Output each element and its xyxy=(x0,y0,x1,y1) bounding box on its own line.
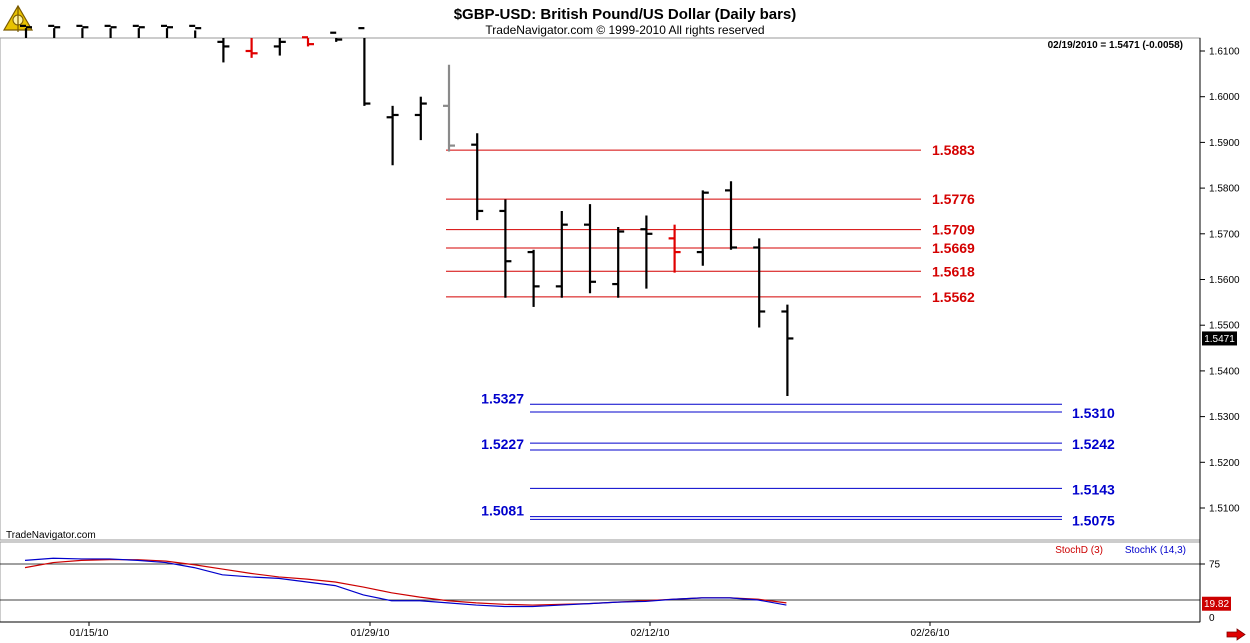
ohlc-bar xyxy=(104,24,117,38)
ohlc-bar xyxy=(386,105,399,166)
support-label: 1.5227 xyxy=(481,436,524,452)
ohlc-bar xyxy=(132,24,145,38)
ohlc-bar xyxy=(245,38,258,58)
chart-title: $GBP-USD: British Pound/US Dollar (Daily… xyxy=(454,6,797,23)
ohlc-bar xyxy=(48,24,61,38)
resistance-label: 1.5669 xyxy=(932,240,975,256)
price-tick-label: 1.5200 xyxy=(1209,458,1240,469)
ohlc-bar xyxy=(668,224,681,273)
ohlc-bar xyxy=(273,38,286,56)
stoch-panel xyxy=(0,541,1201,623)
ohlc-bar xyxy=(217,38,230,63)
date-tick-label: 02/12/10 xyxy=(631,628,670,639)
support-label: 1.5242 xyxy=(1072,436,1115,452)
price-tick-label: 1.5300 xyxy=(1209,412,1240,423)
ohlc-bar xyxy=(330,31,343,42)
support-label: 1.5310 xyxy=(1072,405,1115,421)
stoch-value-label: 19.82 xyxy=(1204,599,1229,610)
stoch-legend-entry: StochK (14,3) xyxy=(1125,545,1186,556)
price-panel xyxy=(0,37,1201,541)
ohlc-bar xyxy=(302,36,314,47)
last-price-value: 1.5471 xyxy=(1204,334,1235,345)
ohlc-bar xyxy=(76,24,89,38)
scroll-right-button[interactable] xyxy=(1225,628,1247,641)
sextant-logo-icon xyxy=(2,4,34,32)
support-label: 1.5143 xyxy=(1072,481,1115,497)
quote-readout: 02/19/2010 = 1.5471 (-0.0058) xyxy=(1048,40,1183,51)
resistance-label: 1.5562 xyxy=(932,289,975,305)
ohlc-bar xyxy=(753,238,766,328)
ohlc-bar xyxy=(414,96,427,141)
stochastic-panel: 75 0 StochD (3) StochK (14,3) 19.82 xyxy=(0,545,1231,624)
resistance-label: 1.5709 xyxy=(932,222,975,238)
price-tick-label: 1.6000 xyxy=(1209,92,1240,103)
copyright-line: TradeNavigator.com © 1999-2010 All right… xyxy=(485,23,764,37)
stoch-legend-entry: StochD (3) xyxy=(1055,545,1103,556)
ohlc-bar xyxy=(499,199,512,298)
resistance-label: 1.5883 xyxy=(932,142,975,158)
ohlc-bar xyxy=(555,210,568,298)
ohlc-bar xyxy=(640,215,653,289)
last-price-box xyxy=(1202,331,1237,346)
ohlc-bar xyxy=(471,133,484,221)
ohlc-bar xyxy=(443,64,455,152)
ohlc-bar xyxy=(358,27,371,106)
ohlc-bar xyxy=(725,181,737,250)
date-tick-label: 01/15/10 xyxy=(70,628,109,639)
date-tick-label: 01/29/10 xyxy=(351,628,390,639)
resistance-label: 1.5618 xyxy=(932,263,975,279)
price-tick-label: 1.5700 xyxy=(1209,229,1240,240)
ohlc-bar xyxy=(20,24,32,38)
stoch-series-line xyxy=(24,557,787,608)
ohlc-bar xyxy=(527,249,540,307)
price-tick-label: 1.5900 xyxy=(1209,138,1240,149)
resistance-label: 1.5776 xyxy=(932,191,975,207)
stoch-value-box xyxy=(1202,596,1231,611)
price-tick-label: 1.5100 xyxy=(1209,504,1240,515)
ohlc-bar xyxy=(189,24,202,38)
price-tick-label: 1.6100 xyxy=(1209,47,1240,58)
support-label: 1.5075 xyxy=(1072,512,1115,528)
date-axis: 01/15/10 01/29/10 02/12/10 02/26/10 xyxy=(70,622,950,639)
ohlc-bar xyxy=(781,304,794,397)
ohlc-bar xyxy=(584,204,596,294)
price-tick-label: 1.5800 xyxy=(1209,184,1240,195)
ohlc-bar xyxy=(612,226,625,298)
price-tick-label: 1.5400 xyxy=(1209,366,1240,377)
ohlc-bar xyxy=(161,24,173,38)
arrow-right-icon[interactable] xyxy=(1226,628,1246,641)
price-axis: 1.6100 1.6000 1.5900 1.5800 1.5700 1.5600 1.55… xyxy=(1200,47,1240,515)
stoch-tick-label: 75 xyxy=(1209,560,1221,571)
ohlc-bar xyxy=(696,190,709,266)
price-tick-label: 1.5600 xyxy=(1209,275,1240,286)
watermark: TradeNavigator.com xyxy=(6,530,96,541)
price-bars xyxy=(20,24,794,397)
support-label: 1.5327 xyxy=(481,390,524,406)
price-tick-label: 1.5500 xyxy=(1209,321,1240,332)
price-levels: 1.5883 1.5776 1.5709 1.5669 1.5618 1.5562 1.53… xyxy=(446,142,1115,528)
support-label: 1.5081 xyxy=(481,503,524,519)
stoch-zero-label: 0 xyxy=(1209,613,1215,624)
last-price-tag: 1.5471 xyxy=(1202,331,1237,346)
date-tick-label: 02/26/10 xyxy=(911,628,950,639)
